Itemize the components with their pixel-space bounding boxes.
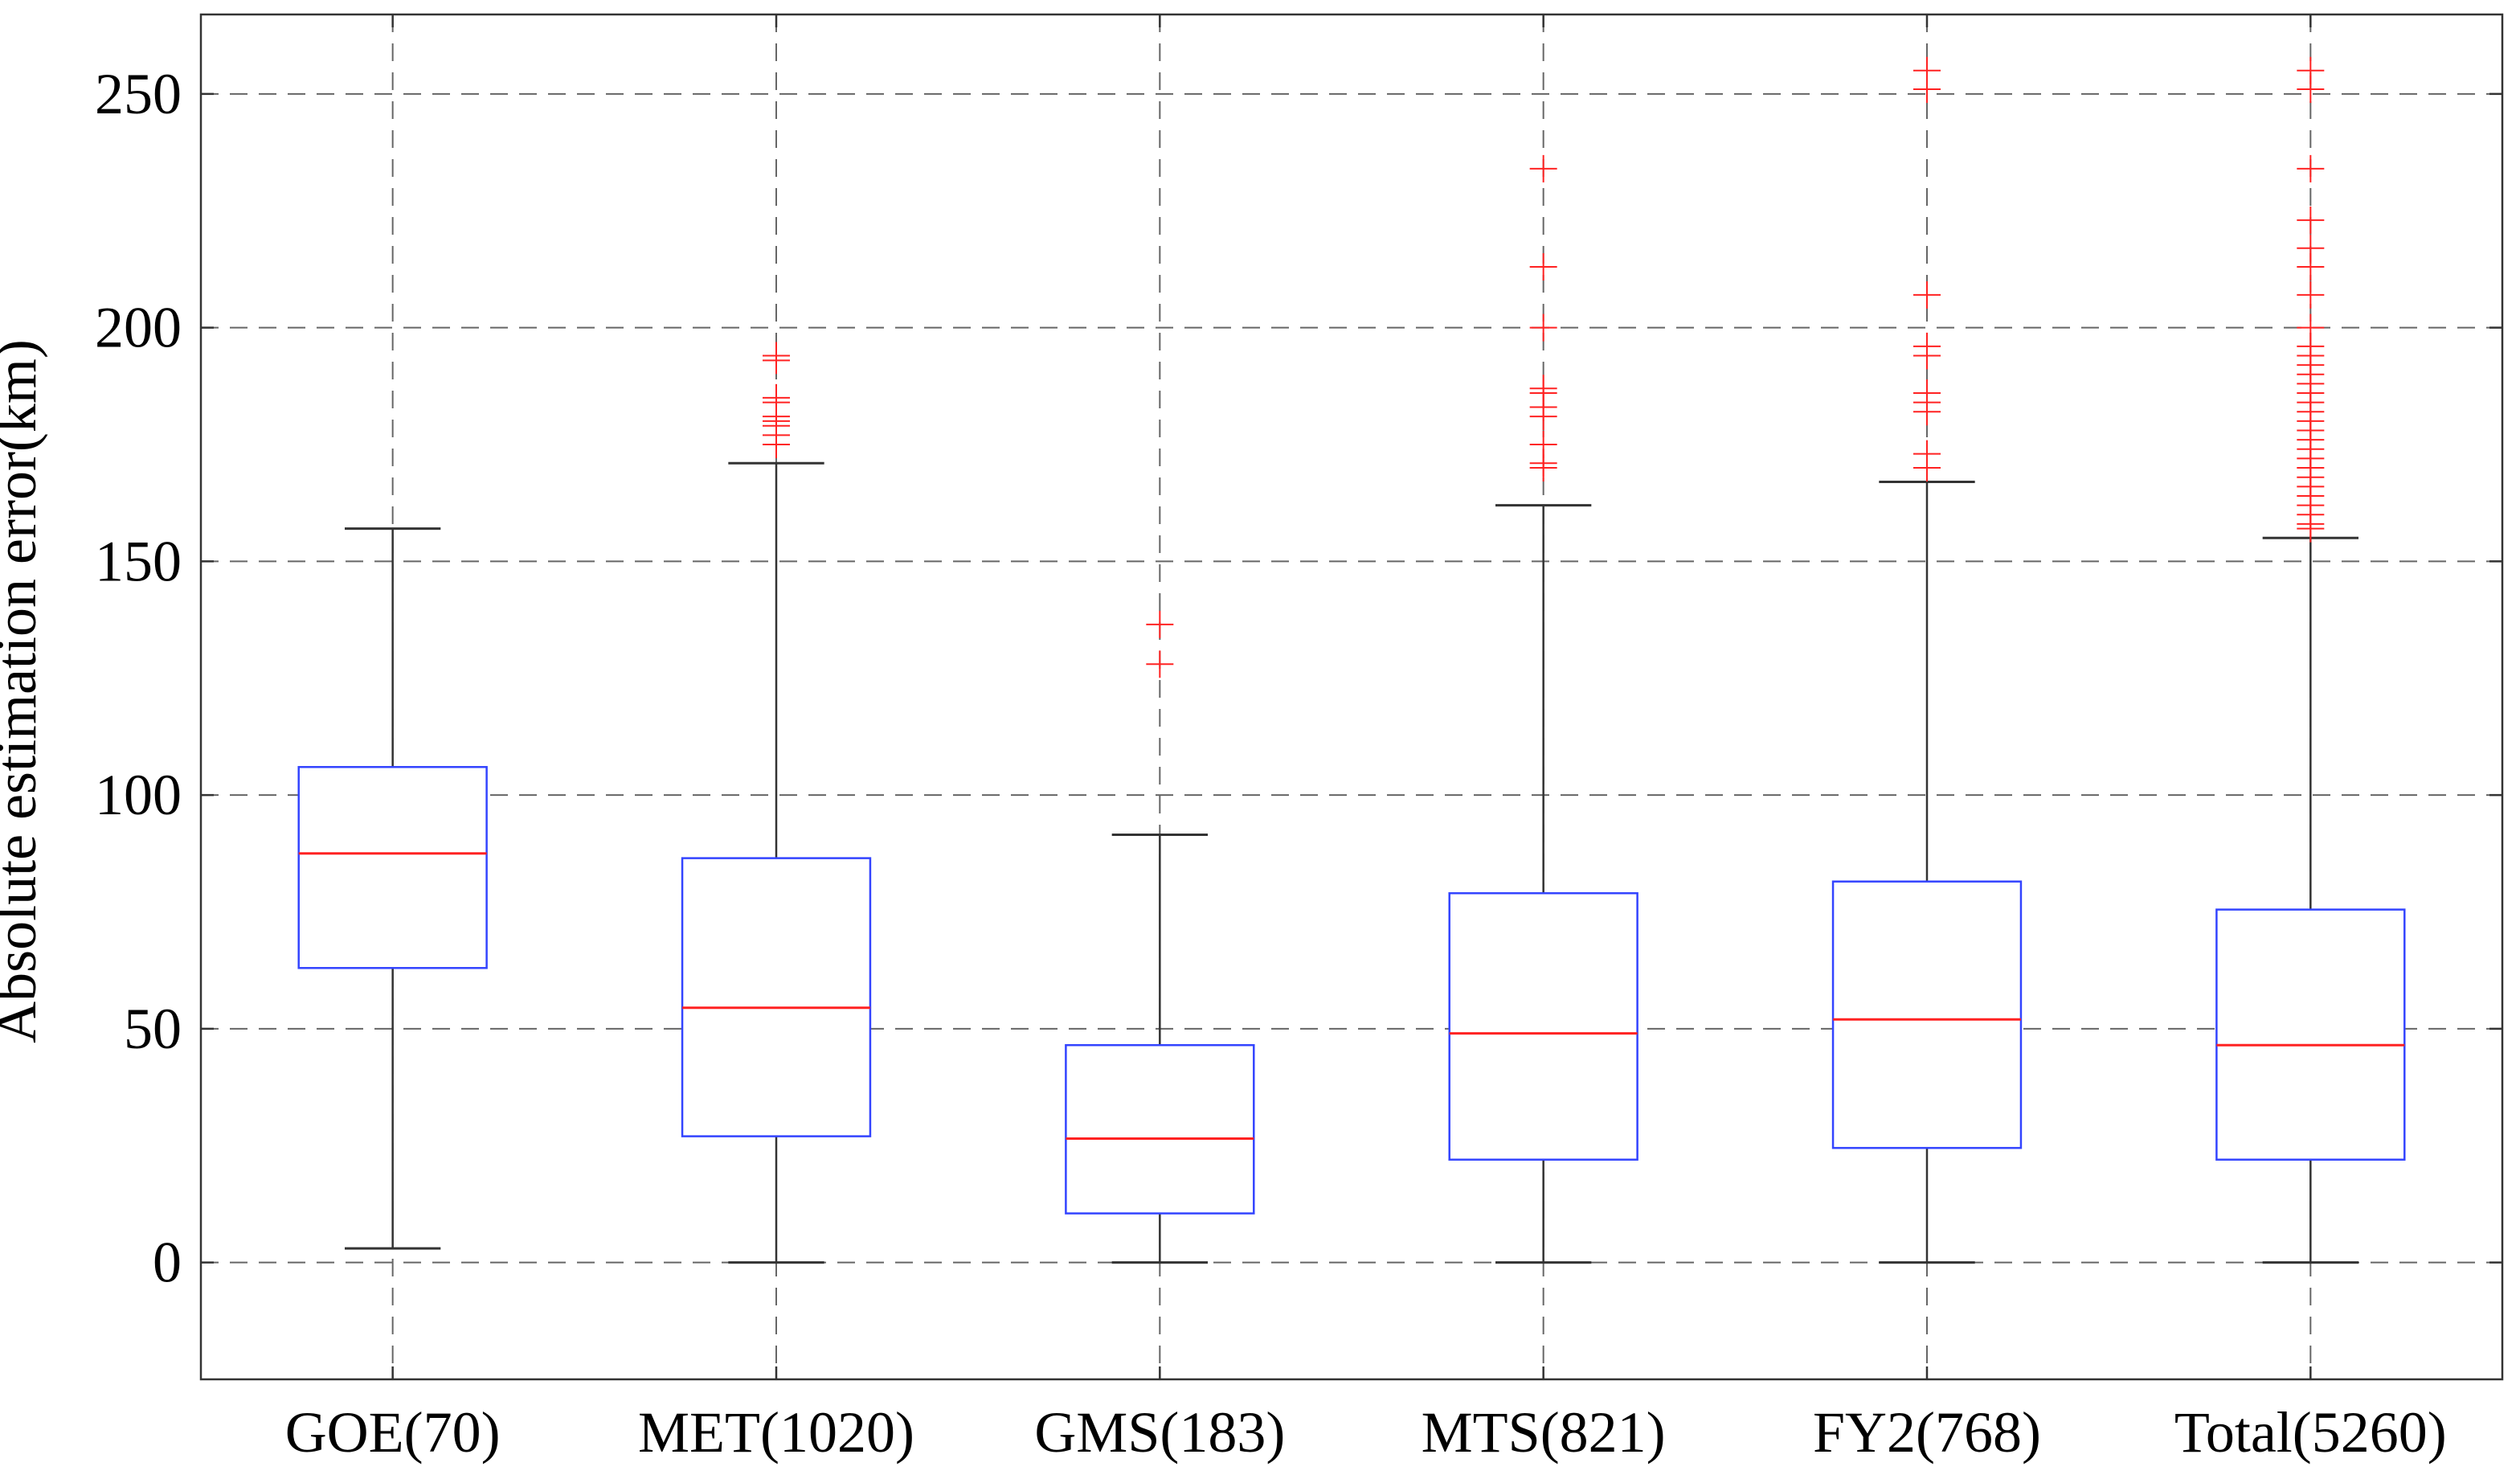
outlier-point xyxy=(2297,56,2325,84)
outlier-point xyxy=(1146,610,1174,638)
iqr-box xyxy=(1448,891,1638,1161)
outlier-point xyxy=(1146,650,1174,678)
iqr-box xyxy=(2215,908,2406,1161)
box-series xyxy=(297,56,2406,1264)
x-tick-label: FY2(768) xyxy=(1813,1400,2041,1465)
x-tick-label: Total(5260) xyxy=(2174,1400,2447,1465)
y-tick-label: 150 xyxy=(95,529,182,593)
outlier-point xyxy=(2297,206,2325,234)
outlier-point xyxy=(2297,234,2325,262)
outlier-point xyxy=(1913,56,1941,84)
outlier-point xyxy=(2297,281,2325,309)
y-tick-label: 0 xyxy=(153,1231,182,1295)
outlier-point xyxy=(763,342,790,370)
x-tick-label: MET(1020) xyxy=(638,1400,914,1465)
outlier-point xyxy=(1913,332,1941,360)
iqr-box xyxy=(681,857,872,1137)
box-group xyxy=(2215,56,2406,1264)
box-group xyxy=(681,342,872,1264)
outlier-point xyxy=(763,383,790,412)
box-group xyxy=(1065,610,1255,1264)
y-tick-label: 100 xyxy=(95,763,182,827)
outlier-point xyxy=(1529,253,1557,281)
iqr-box xyxy=(1065,1043,1255,1215)
iqr-box xyxy=(297,765,488,969)
box-group xyxy=(1831,56,2023,1264)
x-tick-label: GMS(183) xyxy=(1034,1400,1285,1465)
y-axis-label: Absolute estimation error(km) xyxy=(0,339,48,1043)
outlier-point xyxy=(1529,313,1557,342)
box-group xyxy=(1448,154,1638,1264)
y-tick-label: 50 xyxy=(124,997,182,1061)
outlier-point xyxy=(1913,281,1941,309)
plot-frame xyxy=(199,13,2504,1381)
iqr-box xyxy=(1831,880,2023,1149)
outlier-point xyxy=(2297,313,2325,342)
outlier-point xyxy=(1913,379,1941,408)
outlier-point xyxy=(1529,154,1557,182)
y-tick-label: 250 xyxy=(95,62,182,126)
outlier-point xyxy=(1529,430,1557,458)
x-tick-label: MTS(821) xyxy=(1422,1400,1666,1465)
x-tick-label: GOE(70) xyxy=(285,1400,501,1465)
outlier-point xyxy=(2297,154,2325,182)
y-tick-label: 200 xyxy=(95,296,182,360)
axes: 0 50 100 150 200 250 GOE(70) MET(1020) GMS(183) M… xyxy=(95,13,2504,1465)
outlier-point xyxy=(1529,375,1557,403)
outlier-point xyxy=(1913,440,1941,468)
box-group xyxy=(297,527,488,1250)
